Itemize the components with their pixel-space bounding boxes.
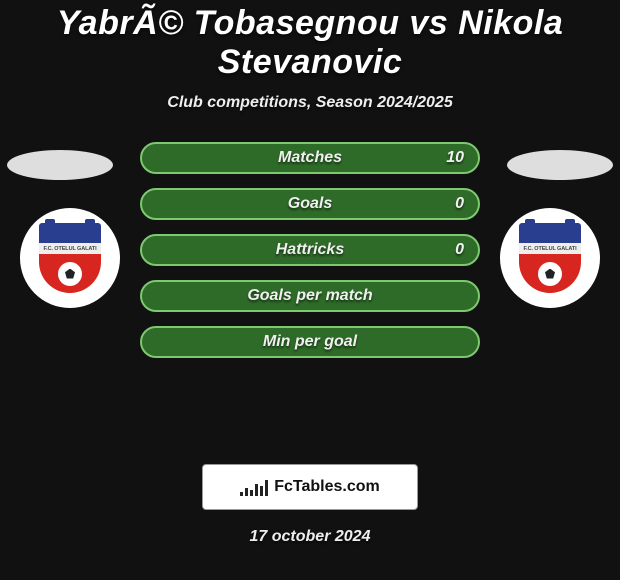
stat-row-matches: Matches 10	[140, 142, 480, 174]
stat-label: Goals	[288, 195, 332, 212]
club-badge-left: F.C. OTELUL GALATI	[20, 208, 120, 308]
stat-value: 0	[455, 236, 464, 264]
page-subtitle: Club competitions, Season 2024/2025	[0, 94, 620, 112]
stat-label: Goals per match	[247, 287, 372, 304]
crest-text: F.C. OTELUL GALATI	[39, 243, 101, 254]
stat-row-goals-per-match: Goals per match	[140, 280, 480, 312]
comparison-card: YabrÃ© Tobasegnou vs Nikola Stevanovic C…	[0, 0, 620, 580]
page-title: YabrÃ© Tobasegnou vs Nikola Stevanovic	[0, 4, 620, 82]
stat-value: 10	[446, 144, 464, 172]
stat-label: Min per goal	[263, 333, 357, 350]
footer-date: 17 october 2024	[0, 528, 620, 546]
stat-row-goals: Goals 0	[140, 188, 480, 220]
stats-list: Matches 10 Goals 0 Hattricks 0 Goals per…	[140, 142, 480, 358]
brand-text: FcTables.com	[274, 478, 380, 496]
stat-value: 0	[455, 190, 464, 218]
stat-row-min-per-goal: Min per goal	[140, 326, 480, 358]
ball-icon	[58, 262, 82, 286]
crest-icon: F.C. OTELUL GALATI	[39, 223, 101, 293]
ball-icon	[538, 262, 562, 286]
crest-text: F.C. OTELUL GALATI	[519, 243, 581, 254]
stats-stage: F.C. OTELUL GALATI F.C. OTELUL GALATI Ma…	[0, 142, 620, 452]
crest-icon: F.C. OTELUL GALATI	[519, 223, 581, 293]
player-avatar-right	[507, 150, 613, 180]
stat-label: Hattricks	[276, 241, 344, 258]
player-avatar-left	[7, 150, 113, 180]
stat-row-hattricks: Hattricks 0	[140, 234, 480, 266]
stat-label: Matches	[278, 149, 342, 166]
club-badge-right: F.C. OTELUL GALATI	[500, 208, 600, 308]
brand-card: FcTables.com	[202, 464, 418, 510]
chart-icon	[240, 478, 268, 496]
